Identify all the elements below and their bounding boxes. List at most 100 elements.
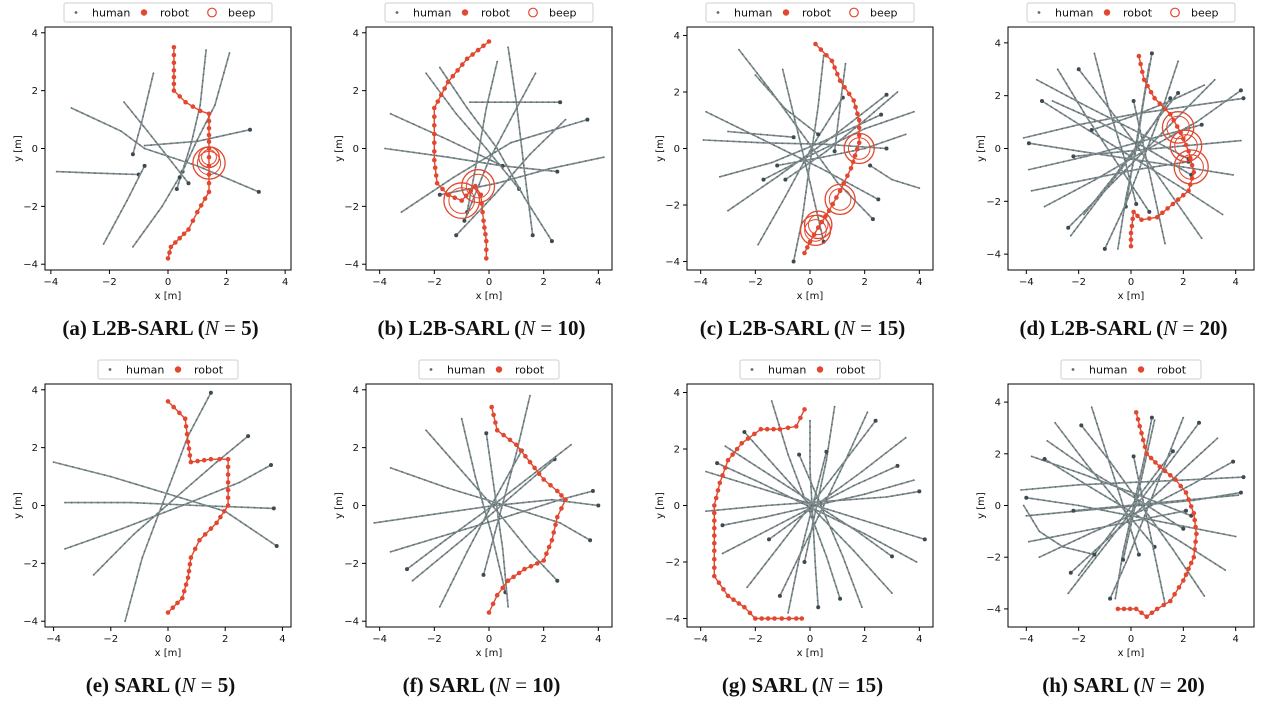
human-point: [497, 189, 500, 192]
human-point: [1152, 140, 1155, 143]
human-point: [1086, 212, 1089, 215]
human-point: [226, 58, 229, 61]
human-point: [763, 233, 765, 235]
human-point: [885, 496, 888, 498]
human-point: [818, 491, 821, 493]
human-point: [1141, 167, 1143, 170]
human-point: [1077, 180, 1079, 183]
human-point: [869, 535, 871, 538]
human-point: [855, 498, 858, 500]
robot-legend-marker: [1103, 9, 1111, 16]
human-point: [1234, 492, 1236, 495]
human-point: [833, 579, 836, 582]
human-point: [851, 515, 853, 518]
x-axis-label: x [m]: [1118, 291, 1145, 302]
human-point: [551, 131, 554, 134]
human-point: [1113, 125, 1116, 127]
human-point: [412, 475, 415, 477]
human-point: [478, 527, 481, 530]
human-point: [533, 500, 536, 503]
robot-point: [460, 62, 465, 67]
human-line: [466, 61, 498, 213]
human-point: [1209, 496, 1212, 499]
human-point: [899, 531, 902, 533]
beep-legend-marker: [528, 7, 538, 18]
human-point: [426, 193, 429, 196]
human-point: [714, 139, 717, 142]
human-point: [753, 505, 756, 508]
human-point: [1221, 172, 1223, 175]
human-point: [1147, 500, 1150, 503]
human-point: [869, 491, 872, 494]
human-point: [1100, 191, 1103, 194]
robot-point: [184, 431, 190, 437]
human-point: [732, 140, 735, 143]
human-point: [1164, 138, 1166, 141]
human-point: [1093, 179, 1096, 182]
human-point: [421, 571, 424, 574]
robot-point: [490, 601, 496, 607]
human-trajectory: [1042, 457, 1227, 571]
human-point: [507, 179, 510, 181]
robot-point: [845, 173, 850, 179]
robot-point: [846, 91, 852, 97]
robot-point: [192, 546, 198, 552]
human-point: [429, 77, 431, 80]
human-point: [1135, 535, 1138, 538]
human-point: [74, 171, 77, 174]
caption-n-val: 15: [877, 316, 899, 340]
human-point: [1122, 551, 1124, 553]
human-point: [175, 465, 178, 468]
human-point: [837, 591, 839, 594]
human-point: [142, 525, 145, 527]
human-point: [781, 201, 784, 203]
human-point: [1044, 131, 1047, 134]
human-point: [137, 569, 140, 572]
human-point: [1190, 124, 1193, 126]
human-legend-marker: [750, 368, 754, 371]
human-point: [1123, 506, 1126, 509]
x-tick-label: 4: [916, 634, 922, 645]
human-point: [821, 161, 824, 164]
human-point: [830, 429, 832, 432]
human-point: [835, 532, 838, 534]
human-point: [1135, 113, 1138, 116]
human-point: [849, 448, 852, 451]
human-point: [529, 215, 532, 218]
robot-point: [187, 562, 193, 567]
human-point: [93, 172, 96, 175]
human-point: [537, 218, 540, 221]
human-point: [1020, 489, 1022, 491]
human-point: [808, 150, 811, 153]
human-point: [500, 507, 503, 509]
human-point: [1106, 105, 1109, 108]
human-point: [896, 494, 899, 496]
human-point: [1022, 504, 1025, 507]
human-point: [127, 607, 130, 610]
human-end-point: [1238, 88, 1243, 93]
robot-point: [1142, 444, 1148, 450]
human-point: [416, 575, 419, 578]
human-end-point: [177, 175, 182, 180]
human-point: [516, 508, 519, 511]
human-point: [1092, 86, 1094, 89]
human-point: [463, 430, 466, 433]
human-point: [750, 141, 753, 144]
human-point: [164, 495, 167, 498]
human-point: [1112, 511, 1115, 514]
human-point: [1141, 141, 1144, 144]
human-point: [1141, 471, 1144, 474]
human-point: [732, 547, 735, 549]
human-point: [771, 179, 774, 182]
robot-point: [837, 78, 843, 83]
human-point: [141, 556, 144, 559]
human-point: [112, 172, 115, 175]
human-point: [150, 135, 153, 138]
human-point: [457, 173, 460, 176]
human-point: [809, 181, 811, 184]
human-point: [849, 498, 852, 501]
human-point: [1155, 153, 1158, 156]
caption-n-var: N: [495, 673, 510, 697]
